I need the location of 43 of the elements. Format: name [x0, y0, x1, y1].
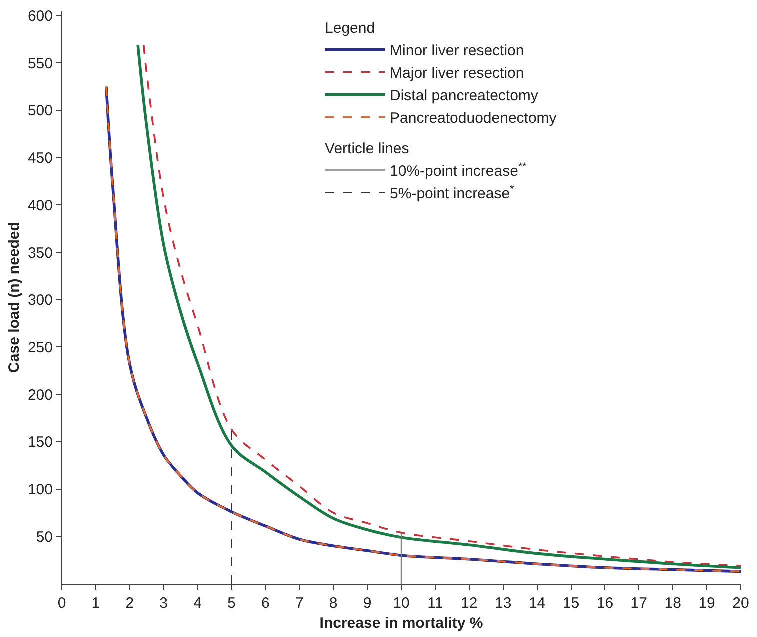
x-tick-label: 14: [528, 595, 546, 612]
x-tick-label: 2: [126, 595, 134, 612]
y-tick-label: 550: [28, 55, 53, 72]
x-axis-title: Increase in mortality %: [320, 615, 484, 632]
y-axis-title: Case load (n) needed: [6, 222, 24, 373]
legend-label: 10%-point increase$^{**}$: [390, 160, 527, 180]
y-tick-label: 200: [28, 386, 53, 404]
x-tick-label: 6: [262, 595, 270, 612]
legend-title: Legend: [325, 20, 376, 38]
x-tick-label: 16: [596, 595, 614, 612]
x-tick-label: 11: [428, 595, 444, 612]
y-tick-label: 100: [28, 482, 53, 499]
legend-label: Pancreatoduodenectomy: [390, 110, 558, 128]
y-tick-label: 400: [28, 197, 53, 214]
annotation: Verticle lines: [325, 140, 410, 158]
y-tick-label: 600: [28, 8, 53, 25]
x-tick-label: 0: [58, 595, 66, 612]
y-tick-label: 350: [28, 244, 53, 262]
x-tick-label: 12: [461, 595, 478, 612]
legend-label: Major liver resection: [390, 65, 524, 82]
y-tick-label: 50: [36, 528, 53, 546]
x-tick-label: 10: [393, 595, 410, 612]
y-tick-label: 450: [28, 150, 53, 168]
x-tick-label: 18: [664, 595, 682, 612]
x-tick-label: 15: [562, 595, 580, 612]
x-tick-label: 9: [363, 595, 372, 612]
x-tick-label: 17: [630, 595, 648, 612]
x-tick-label: 8: [329, 595, 338, 612]
x-tick-label: 3: [160, 595, 168, 612]
y-tick-label: 250: [28, 339, 53, 356]
y-tick-label: 300: [28, 292, 53, 310]
legend-label: 5%-point increase$^{*}$: [390, 183, 514, 203]
legend-label: Distal pancreatectomy: [390, 88, 539, 105]
x-tick-label: 13: [495, 595, 512, 612]
x-tick-label: 7: [295, 595, 304, 612]
x-tick-label: 4: [194, 595, 202, 612]
x-tick-label: 1: [92, 595, 100, 612]
y-tick-label: 500: [28, 102, 53, 120]
y-tick-label: 150: [28, 434, 53, 452]
x-tick-label: 20: [732, 595, 750, 612]
legend-label: Minor liver resection: [390, 42, 524, 60]
x-tick-label: 19: [698, 595, 716, 612]
x-tick-label: 5: [228, 595, 236, 612]
